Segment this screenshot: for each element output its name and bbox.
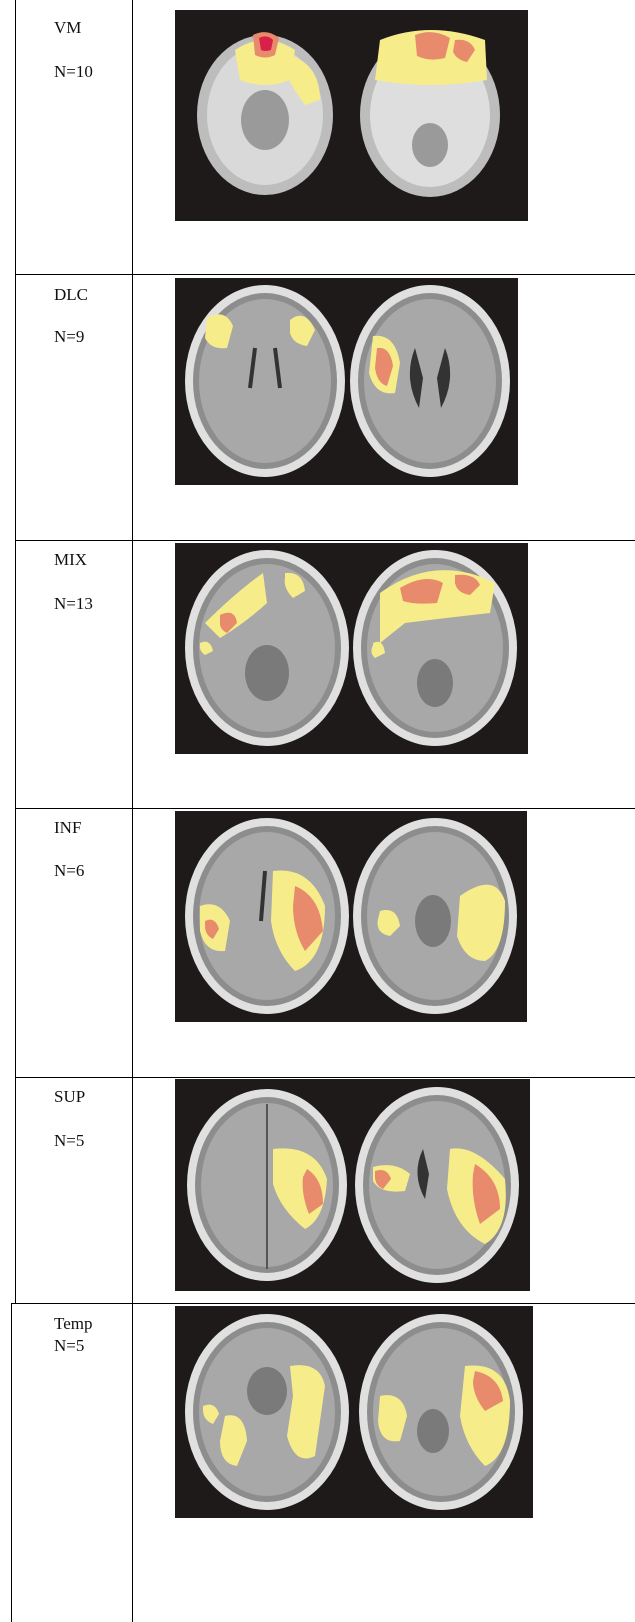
brain-image-vm: [175, 10, 528, 221]
brain-slice-left: [185, 285, 345, 477]
group-count-sup: N=5: [54, 1131, 85, 1150]
row-divider-1: [15, 274, 635, 275]
brain-slice-left: [197, 32, 333, 195]
group-label-temp: Temp: [54, 1314, 93, 1333]
brain-slice-right: [360, 30, 500, 197]
row-divider-2: [15, 540, 635, 541]
brain-slice-right: [350, 285, 510, 477]
brain-image-mix: [175, 543, 528, 754]
brain-slice-right: [355, 1087, 519, 1283]
group-count-inf: N=6: [54, 861, 85, 880]
brain-slice-right: [353, 818, 517, 1014]
brain-slice-left: [185, 818, 349, 1014]
row-divider-4: [15, 1077, 635, 1078]
brain-image-inf: [175, 811, 527, 1022]
group-label-vm: VM: [54, 18, 82, 37]
group-count-vm: N=10: [54, 62, 93, 81]
group-count-temp: N=5: [54, 1336, 85, 1355]
table-border-left-bottom: [11, 1303, 12, 1622]
row-divider-5: [11, 1303, 635, 1304]
group-label-mix: MIX: [54, 550, 88, 569]
brain-slice-right: [359, 1314, 523, 1510]
group-label-inf: INF: [54, 818, 82, 837]
brain-slice-right: [353, 550, 517, 746]
brain-image-dlc: [175, 278, 518, 485]
group-label-sup: SUP: [54, 1087, 86, 1106]
group-label-dlc: DLC: [54, 285, 88, 304]
brain-image-sup: [175, 1079, 530, 1291]
row-divider-3: [15, 808, 635, 809]
brain-slice-left: [185, 1314, 349, 1510]
brain-image-temp: [175, 1306, 533, 1518]
group-count-mix: N=13: [54, 594, 93, 613]
column-divider: [132, 0, 133, 1622]
brain-slice-left: [185, 550, 349, 746]
group-count-dlc: N=9: [54, 327, 85, 346]
table-border-left-top: [15, 0, 16, 1303]
brain-slice-left: [187, 1089, 347, 1281]
